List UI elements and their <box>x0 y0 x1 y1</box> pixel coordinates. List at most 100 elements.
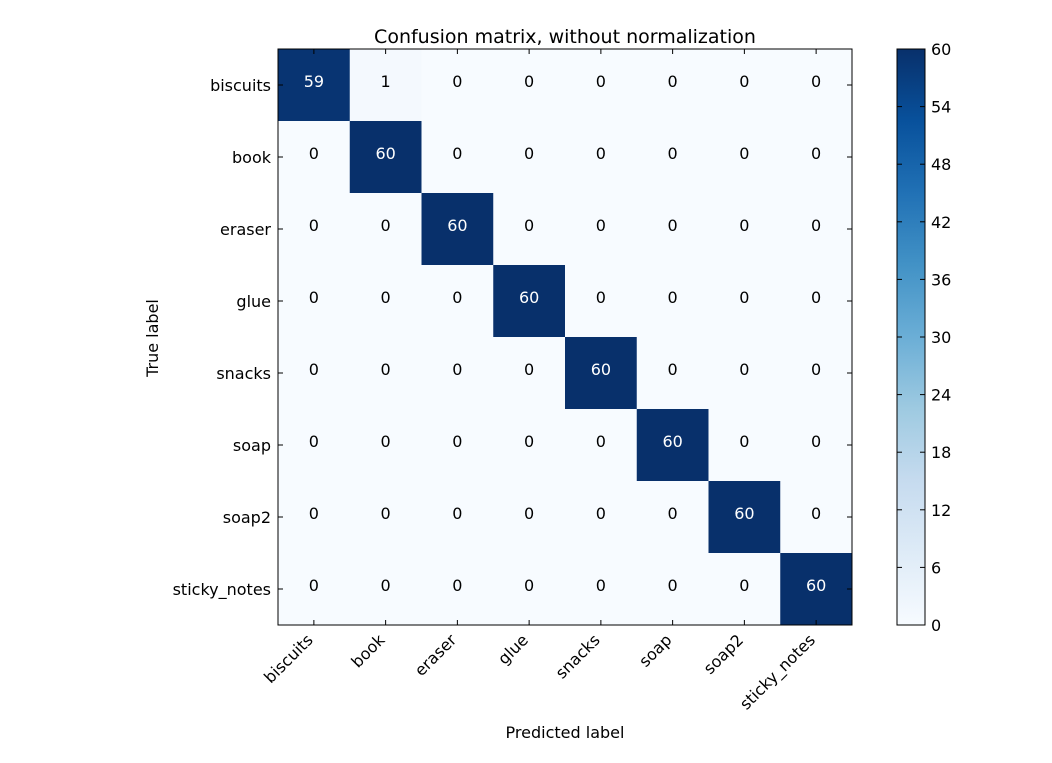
heatmap-cell <box>349 121 422 194</box>
y-tick-label: snacks <box>216 364 271 383</box>
cell-value-label: 0 <box>596 72 606 91</box>
x-tick-label: snacks <box>552 630 604 682</box>
heatmap-cell <box>421 553 494 626</box>
heatmap-cell <box>349 193 422 266</box>
heatmap-cell <box>780 409 853 482</box>
plot-frame <box>277 48 853 626</box>
heatmap-cell <box>708 481 781 554</box>
heatmap-cell <box>636 481 709 554</box>
cell-value-label: 0 <box>668 72 678 91</box>
cell-value-label: 0 <box>381 288 391 307</box>
cell-value-label: 0 <box>452 360 462 379</box>
heatmap-cell <box>565 121 638 194</box>
heatmap-cell <box>636 553 709 626</box>
x-tick-label: book <box>347 630 389 672</box>
cell-value-label: 0 <box>811 432 821 451</box>
cell-value-label: 60 <box>519 288 539 307</box>
heatmap-cell <box>565 337 638 410</box>
heatmap-cell <box>636 409 709 482</box>
cell-value-label: 0 <box>309 360 319 379</box>
cell-value-label: 0 <box>739 72 749 91</box>
y-tick-label: glue <box>236 292 271 311</box>
cell-value-label: 60 <box>591 360 611 379</box>
cell-value-label: 0 <box>668 288 678 307</box>
x-tick-label: sticky_notes <box>736 630 820 714</box>
cell-value-label: 0 <box>596 144 606 163</box>
heatmap-cell <box>493 553 566 626</box>
colorbar-tick-label: 42 <box>931 213 951 232</box>
cell-value-label: 60 <box>447 216 467 235</box>
heatmap-cell <box>278 121 351 194</box>
heatmap-cell <box>278 481 351 554</box>
heatmap-cell <box>421 49 494 122</box>
cell-value-label: 0 <box>381 432 391 451</box>
heatmap-cell <box>708 337 781 410</box>
heatmap-cell <box>349 409 422 482</box>
colorbar-tick-label: 30 <box>931 328 951 347</box>
cell-value-label: 0 <box>596 576 606 595</box>
heatmap-cell <box>636 337 709 410</box>
colorbar: 0 6 12 18 24 30 36 42 48 54 60 <box>896 40 951 635</box>
cell-value-label: 60 <box>662 432 682 451</box>
cell-value-label: 0 <box>381 504 391 523</box>
cell-value-label: 0 <box>309 576 319 595</box>
heatmap-cell <box>636 265 709 338</box>
x-tick-label: glue <box>494 630 532 668</box>
cell-value-label: 0 <box>811 216 821 235</box>
x-tick-label: biscuits <box>260 630 317 687</box>
cell-value-label: 0 <box>309 432 319 451</box>
heatmap-cell <box>493 481 566 554</box>
cell-value-label: 0 <box>309 504 319 523</box>
heatmap-cell <box>278 193 351 266</box>
heatmap-cell <box>565 553 638 626</box>
heatmap-cell <box>780 193 853 266</box>
heatmap-cell <box>565 49 638 122</box>
cell-value-label: 0 <box>668 216 678 235</box>
heatmap-cell <box>708 121 781 194</box>
cell-value-label: 0 <box>811 288 821 307</box>
heatmap-cell <box>565 265 638 338</box>
cell-value-label: 0 <box>381 576 391 595</box>
cell-value-label: 0 <box>739 144 749 163</box>
cell-value-label: 0 <box>309 216 319 235</box>
cell-value-label: 0 <box>668 576 678 595</box>
x-tick-label: soap <box>635 630 675 670</box>
cell-value-label: 0 <box>452 72 462 91</box>
heatmap-cell <box>493 49 566 122</box>
heatmap-cell <box>278 409 351 482</box>
cell-value-label: 0 <box>524 576 534 595</box>
cell-value-label: 0 <box>524 144 534 163</box>
heatmap-cell <box>493 265 566 338</box>
cell-value-label: 0 <box>668 360 678 379</box>
heatmap-cell <box>349 265 422 338</box>
heatmap-cell <box>349 553 422 626</box>
x-axis-label: Predicted label <box>506 723 625 742</box>
heatmap-cell <box>421 121 494 194</box>
cell-value-label: 0 <box>524 72 534 91</box>
cell-value-label: 0 <box>811 144 821 163</box>
heatmap-cell <box>565 193 638 266</box>
heatmap-cells <box>278 49 853 626</box>
y-tick-label: soap <box>233 436 271 455</box>
colorbar-tick-label: 18 <box>931 443 951 462</box>
heatmap-cell <box>493 409 566 482</box>
cell-value-label: 0 <box>739 288 749 307</box>
axis-ticks <box>278 49 852 625</box>
cell-value-label: 59 <box>304 72 324 91</box>
colorbar-ticks: 0 6 12 18 24 30 36 42 48 54 60 <box>897 40 951 635</box>
colorbar-tick-label: 60 <box>931 40 951 59</box>
cell-value-label: 0 <box>452 504 462 523</box>
heatmap-cell <box>708 265 781 338</box>
heatmap-cell <box>565 409 638 482</box>
y-axis-label: True label <box>143 299 162 378</box>
heatmap-cell <box>421 481 494 554</box>
cell-value-label: 0 <box>524 216 534 235</box>
cell-value-label: 0 <box>596 216 606 235</box>
colorbar-tick-label: 12 <box>931 501 951 520</box>
cell-value-label: 0 <box>524 432 534 451</box>
heatmap-cell <box>278 337 351 410</box>
cell-value-label: 0 <box>452 144 462 163</box>
cell-value-label: 0 <box>811 504 821 523</box>
cell-value-label: 0 <box>739 576 749 595</box>
